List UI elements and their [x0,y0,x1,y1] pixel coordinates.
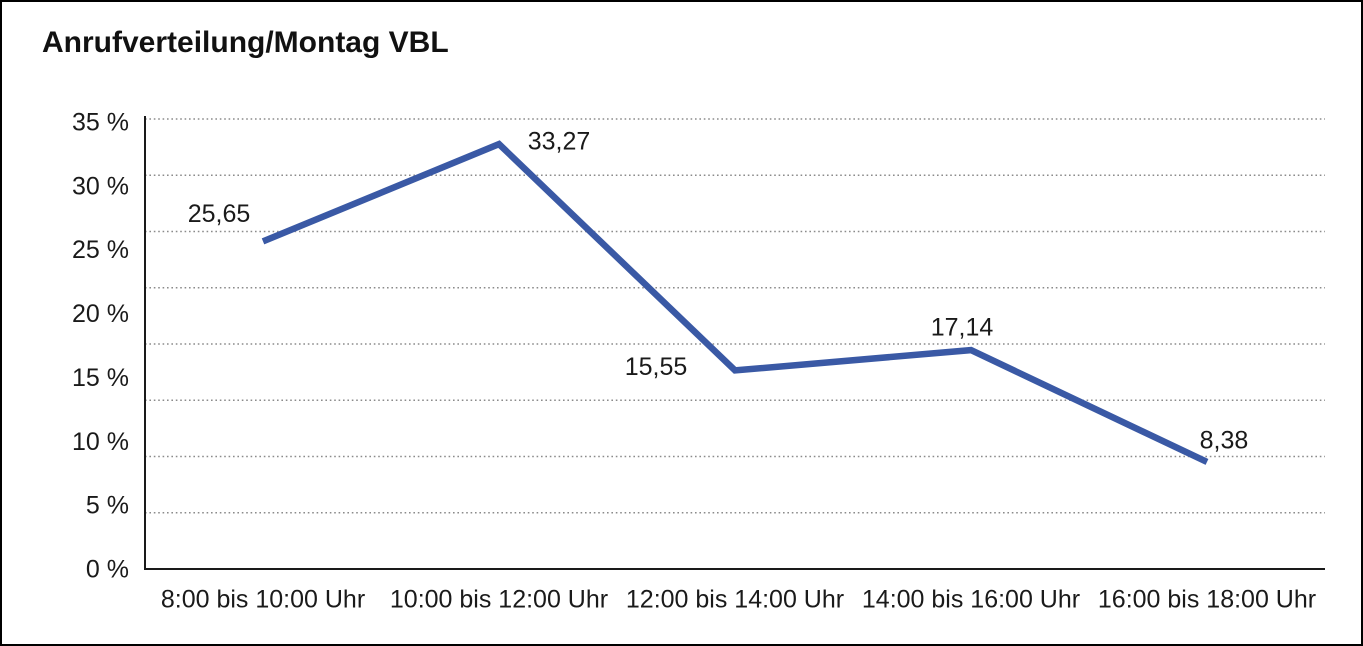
y-tick-label: 35 % [72,109,129,137]
data-point-label: 33,27 [528,128,591,156]
y-tick-label: 30 % [72,172,129,200]
x-tick-label: 8:00 bis 10:00 Uhr [161,586,365,614]
data-line-series [261,140,1209,465]
y-tick-label: 25 % [72,236,129,264]
x-tick-label: 14:00 bis 16:00 Uhr [862,586,1080,614]
y-tick-label: 15 % [72,364,129,392]
data-point-label: 17,14 [931,314,994,342]
y-tick-label: 10 % [72,428,129,456]
x-tick-label: 10:00 bis 12:00 Uhr [390,586,608,614]
chart-title: Anrufverteilung/Montag VBL [42,26,449,59]
data-point-label: 15,55 [625,353,688,381]
x-tick-label: 12:00 bis 14:00 Uhr [626,586,844,614]
x-tick-label: 16:00 bis 18:00 Uhr [1098,586,1316,614]
y-tick-label: 5 % [86,492,129,520]
data-point-label: 8,38 [1200,426,1249,454]
y-tick-label: 20 % [72,300,129,328]
data-point-label: 25,65 [188,200,251,228]
y-tick-label: 0 % [86,556,129,584]
